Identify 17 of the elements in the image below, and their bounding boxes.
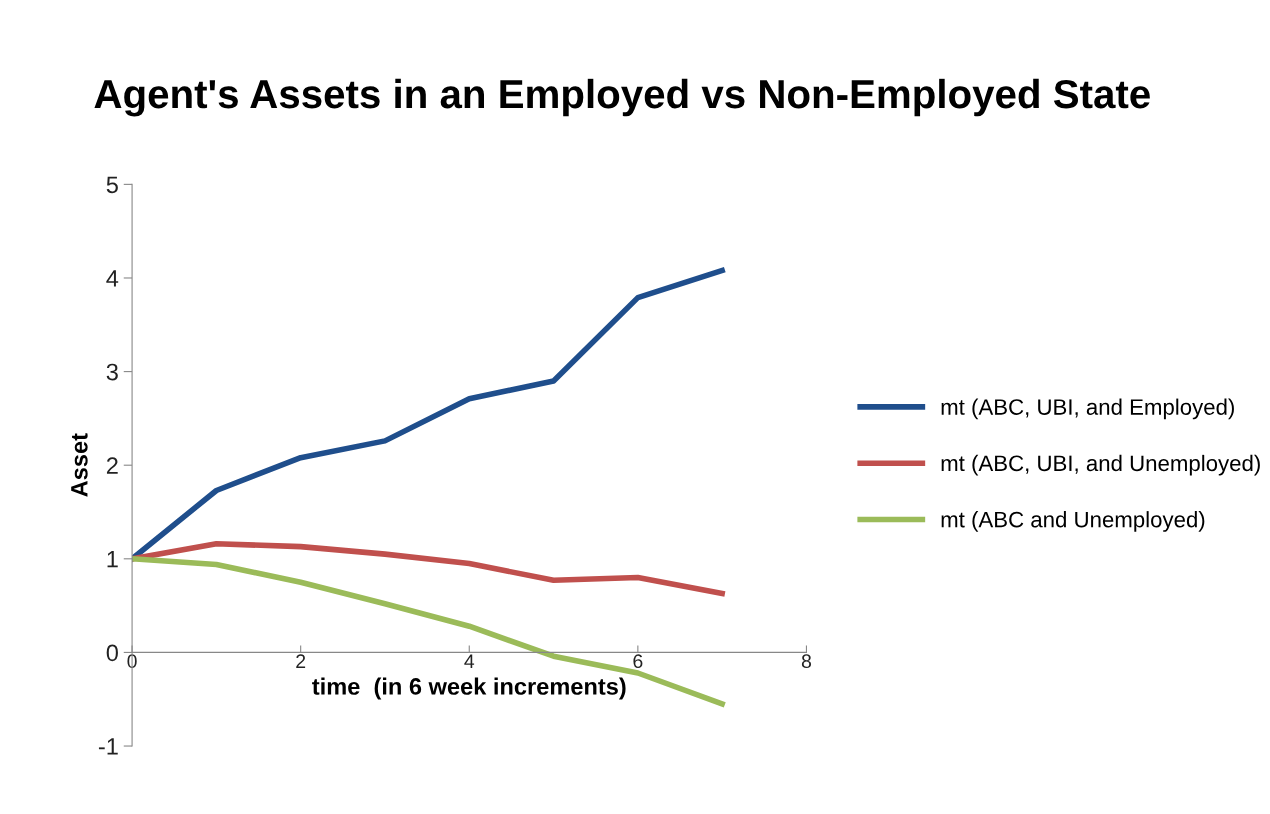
- x-tick-label: 0: [127, 654, 137, 669]
- x-tick-label: 2: [296, 654, 306, 668]
- legend-label: mt (ABC, UBI, and Unemployed): [941, 454, 1260, 476]
- y-tick-label: -1: [98, 738, 118, 755]
- y-tick-label: 5: [106, 176, 118, 194]
- y-tick-label: 1: [107, 551, 118, 568]
- x-axis-title: time (in 6 week increments): [312, 677, 626, 700]
- y-axis-title: Asset: [71, 433, 88, 497]
- chart-title: Agent's Assets in an Employed vs Non-Employed State: [94, 78, 1150, 117]
- x-tick-label: 8: [801, 654, 812, 669]
- x-tick-label: 4: [464, 654, 475, 668]
- legend-label: mt (ABC, UBI, and Employed): [941, 398, 1234, 420]
- y-tick-label: 3: [106, 363, 118, 381]
- y-tick-label: 4: [106, 270, 119, 287]
- x-tick-label: 6: [633, 654, 643, 669]
- y-tick-label: 2: [106, 457, 118, 474]
- legend-label: mt (ABC and Unemployed): [941, 511, 1205, 532]
